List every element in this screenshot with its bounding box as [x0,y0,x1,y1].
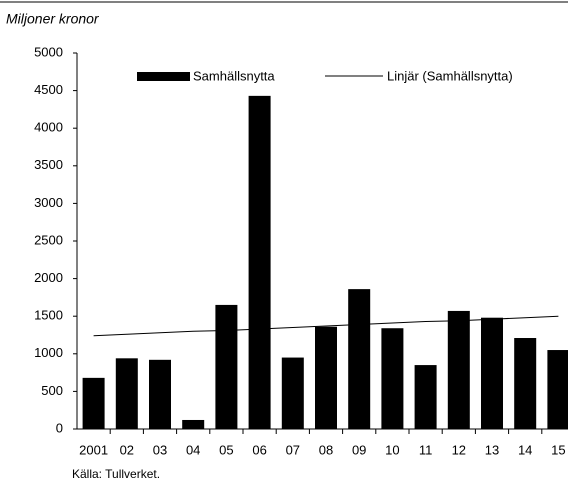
y-tick-label: 1000 [34,345,63,360]
bar [248,95,271,429]
x-tick-label: 2001 [79,442,108,457]
y-tick-label: 2000 [34,270,63,285]
bar [481,317,503,429]
x-tick-label: 11 [419,442,433,457]
y-tick-label: 4500 [34,82,63,97]
y-tick-label: 5000 [34,44,63,59]
x-tick-label: 09 [352,442,366,457]
bar [149,359,171,429]
bar [82,377,105,429]
y-axis-label: Miljoner kronor [6,11,100,27]
legend-label: Samhällsnytta [193,68,275,83]
bar [215,304,238,429]
legend-label: Linjär (Samhällsnytta) [387,68,513,83]
x-tick-label: 15 [551,442,565,457]
x-tick-label: 06 [252,442,266,457]
bar [447,310,470,429]
x-tick-label: 04 [186,442,200,457]
x-tick-label: 07 [286,442,300,457]
y-tick-label: 3000 [34,195,63,210]
bar [115,358,138,429]
x-tick-label: 13 [485,442,499,457]
y-tick-label: 3500 [34,157,63,172]
y-tick-label: 1500 [34,308,63,323]
y-tick-label: 2500 [34,232,63,247]
y-tick-label: 500 [41,383,63,398]
x-tick-label: 12 [452,442,466,457]
bar [414,365,437,429]
legend-swatch [137,72,190,81]
bar [281,357,304,429]
trend-line [93,315,559,337]
source-note: Källa: Tullverket. [72,467,160,481]
bar [547,350,568,429]
x-tick-label: 03 [153,442,167,457]
bar [348,289,371,429]
bar [182,419,205,429]
x-tick-label: 10 [385,442,399,457]
x-tick-label: 02 [120,442,134,457]
x-tick-label: 05 [219,442,233,457]
y-tick-label: 4000 [34,120,63,135]
bar [315,326,337,429]
bar [381,328,404,429]
bar [514,338,537,429]
x-tick-label: 14 [518,442,532,457]
y-tick-label: 0 [56,420,63,435]
x-tick-label: 08 [319,442,333,457]
